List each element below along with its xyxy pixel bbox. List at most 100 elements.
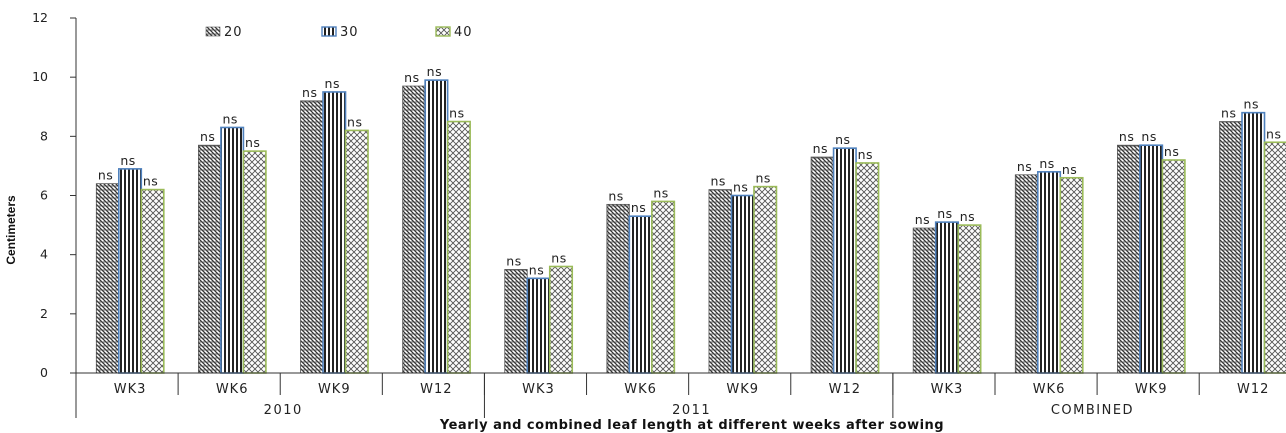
bar-data-label: ns [1164,144,1179,159]
y-tick-label: 10 [32,69,48,84]
bar-40-combined-w12 [1263,141,1286,374]
legend-swatch-40 [435,26,451,37]
bar-data-label: ns [653,185,668,200]
bar-data-label: ns [631,200,646,215]
bar-40-2011-w12 [855,162,880,374]
bar-30-2011-wk9 [730,194,755,374]
bar-data-label: ns [1062,162,1077,177]
x-category-label: WK3 [114,382,147,397]
x-axis-label: Yearly and combined leaf length at diffe… [439,418,944,433]
bar-data-label: ns [551,251,566,266]
bar-20-2010-wk6 [198,144,222,374]
x-category-label: WK3 [931,382,964,397]
bar-40-2010-wk9 [344,129,369,374]
legend-label-20: 20 [224,25,243,40]
y-tick-label: 8 [40,128,48,143]
bar-30-2011-wk3 [526,277,551,374]
bar-data-label: ns [222,111,237,126]
bar-data-label: ns [506,253,521,268]
bar-30-2010-wk9 [322,91,347,374]
bar-data-label: ns [1141,129,1156,144]
bar-20-combined-wk6 [1014,174,1039,374]
x-group-label: 2010 [264,403,303,418]
bar-30-combined-w12 [1241,111,1266,374]
bar-30-combined-wk3 [934,221,959,374]
x-category-label: WK9 [318,382,351,397]
bar-data-label: ns [347,114,362,129]
bar-20-2011-w12 [810,156,834,374]
bar-data-label: ns [529,262,544,277]
bar-data-label: ns [1221,106,1236,121]
x-category-label: WK9 [1135,382,1168,397]
bar-data-label: ns [302,85,317,100]
x-category-label: WK9 [726,382,759,397]
bar-data-label: ns [1244,97,1259,112]
bar-40-2011-wk9 [753,185,778,374]
y-axis: 0 2 4 6 8 10 12 [32,10,77,380]
bar-data-label: ns [1119,129,1134,144]
bar-30-2011-wk6 [628,215,653,374]
bar-30-2010-wk6 [220,126,245,374]
bar-40-2011-wk6 [651,200,676,374]
y-tick-label: 4 [40,247,48,262]
x-axis: WK3 WK6 WK9 W12 2010 WK3 WK6 WK9 W12 2011 WK3 WK6 WK… [75,372,1286,418]
x-category-label: W12 [1237,382,1269,397]
bar-30-combined-wk9 [1139,144,1164,374]
x-group-label: COMBINED [1051,403,1134,418]
bar-data-label: ns [608,188,623,203]
y-tick-label: 6 [40,188,48,203]
bar-data-label: ns [858,147,873,162]
bar-30-2010-wk3 [118,168,143,374]
bar-40-2010-wk3 [140,188,165,374]
bar-30-2011-w12 [832,147,857,374]
bar-data-label: ns [733,180,748,195]
legend: 20 30 40 [205,25,472,40]
bar-data-label: ns [755,171,770,186]
bar-40-2010-w12 [446,120,471,374]
bar-40-combined-wk6 [1059,176,1084,374]
bar-data-label: ns [710,174,725,189]
legend-label-30: 30 [340,25,359,40]
bar-data-label: ns [200,129,215,144]
bar-20-combined-wk9 [1117,144,1141,374]
y-tick-label: 0 [40,365,48,380]
bar-20-2011-wk3 [504,269,528,374]
bar-20-combined-wk3 [912,227,937,374]
bar-data-label: ns [98,168,113,183]
x-group-label: 2011 [672,403,711,418]
bar-40-combined-wk9 [1161,159,1186,374]
bar-20-2010-wk3 [95,183,120,374]
bar-40-2010-wk6 [242,150,267,374]
x-category-label: W12 [420,382,452,397]
x-category-label: WK6 [624,382,657,397]
bar-30-2010-w12 [424,79,449,374]
bar-data-label: ns [245,135,260,150]
bar-40-combined-wk3 [957,224,982,374]
bar-data-label: ns [915,212,930,227]
x-category-label: W12 [829,382,861,397]
legend-swatch-20 [205,26,221,37]
bar-data-label: ns [404,70,419,85]
bar-30-combined-wk6 [1036,171,1062,374]
legend-swatch-30 [321,26,337,37]
y-tick-label: 2 [40,306,48,321]
x-category-label: WK6 [1033,382,1066,397]
y-tick-label: 12 [32,10,48,25]
bar-data-label: ns [813,141,828,156]
bar-data-label: ns [960,209,975,224]
x-category-label: WK3 [522,382,555,397]
bar-20-combined-w12 [1219,121,1243,374]
bars [95,79,1286,374]
bar-data-label: ns [143,174,158,189]
bar-data-label: ns [427,64,442,79]
bar-40-2011-wk3 [548,265,574,374]
bar-data-label: ns [835,132,850,147]
bar-data-label: ns [1039,156,1054,171]
x-category-label: WK6 [216,382,249,397]
y-axis-label: Centimeters [4,195,18,265]
bar-20-2010-w12 [402,85,426,374]
bar-data-label: ns [1017,159,1032,174]
bar-data-label: ns [449,106,464,121]
